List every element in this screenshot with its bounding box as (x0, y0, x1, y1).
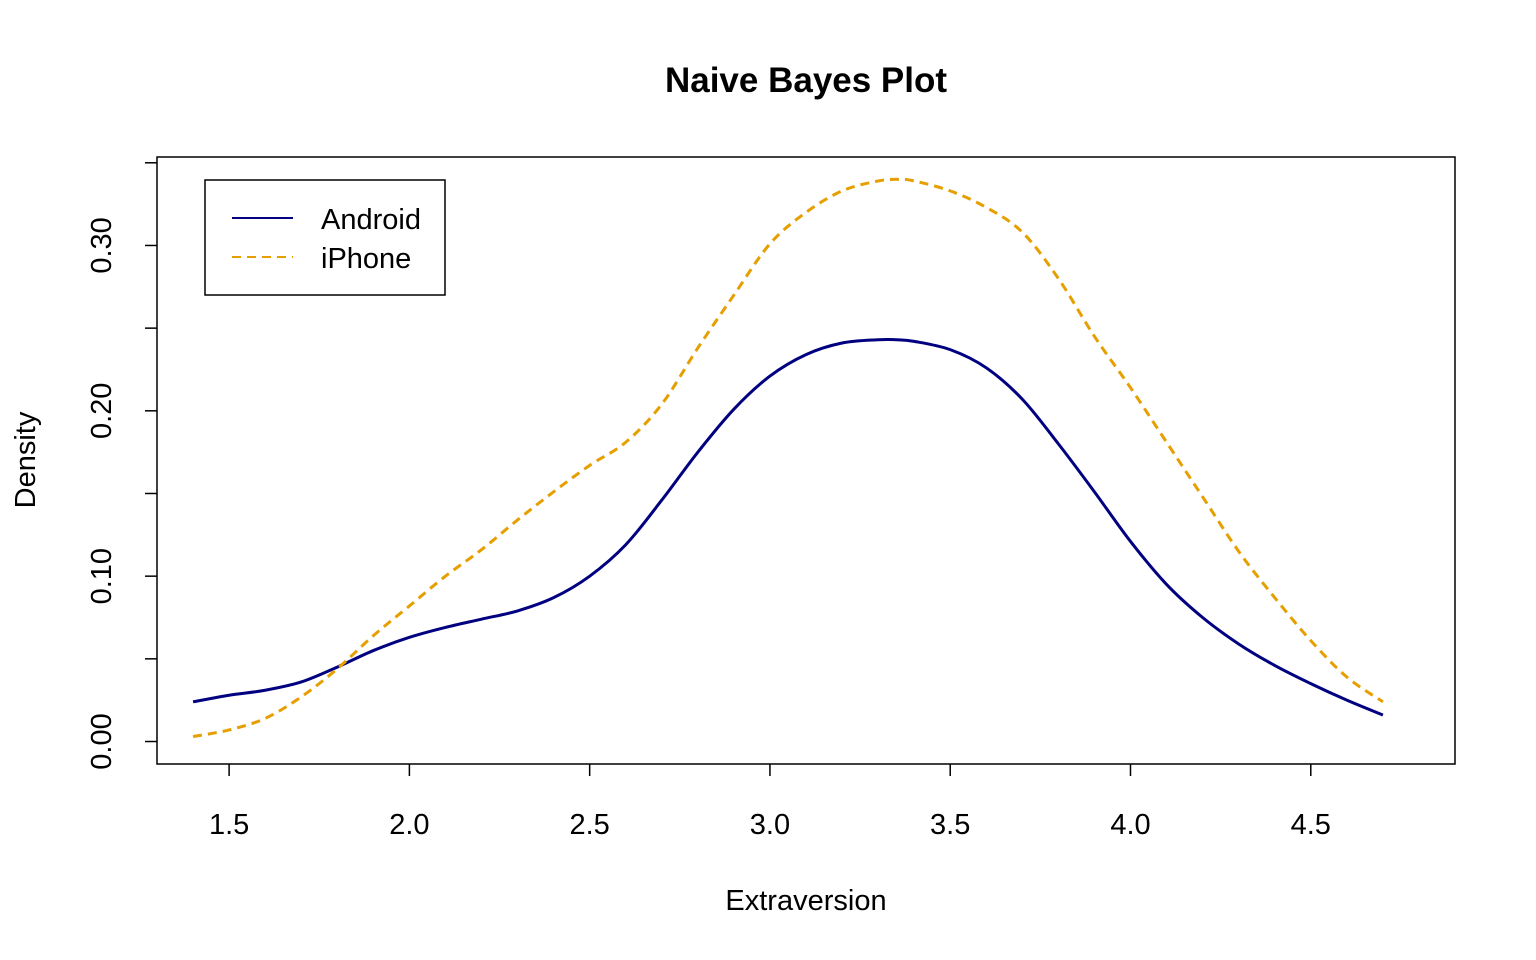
x-tick-label: 4.0 (1110, 809, 1150, 841)
y-axis: 0.00 0.10 0.20 0.30 (86, 162, 157, 770)
x-tick-label: 3.0 (750, 809, 790, 841)
y-tick-label: 0.10 (86, 548, 118, 604)
x-axis: 1.5 2.0 2.5 3.0 3.5 4.0 4.5 (209, 764, 1331, 841)
x-tick-label: 2.0 (389, 809, 429, 841)
y-axis-title: Density (10, 411, 42, 508)
y-tick-label: 0.20 (86, 383, 118, 439)
x-tick-label: 2.5 (570, 809, 610, 841)
plot-frame (156, 156, 1456, 765)
x-tick-label: 4.5 (1291, 809, 1331, 841)
y-tick-label: 0.30 (86, 217, 118, 273)
y-tick-label: 0.00 (86, 713, 118, 769)
chart-title: Naive Bayes Plot (665, 61, 947, 100)
x-tick-label: 3.5 (930, 809, 970, 841)
legend-label-android: Android (321, 204, 421, 236)
x-tick-label: 1.5 (209, 809, 249, 841)
series-line-android (192, 337, 1384, 717)
legend-box (204, 179, 446, 296)
x-axis-title: Extraversion (725, 885, 886, 917)
series-layer (192, 177, 1384, 739)
series-line-iphone (192, 177, 1384, 739)
legend-label-iphone: iPhone (321, 243, 411, 275)
legend: Android iPhone (204, 179, 446, 296)
